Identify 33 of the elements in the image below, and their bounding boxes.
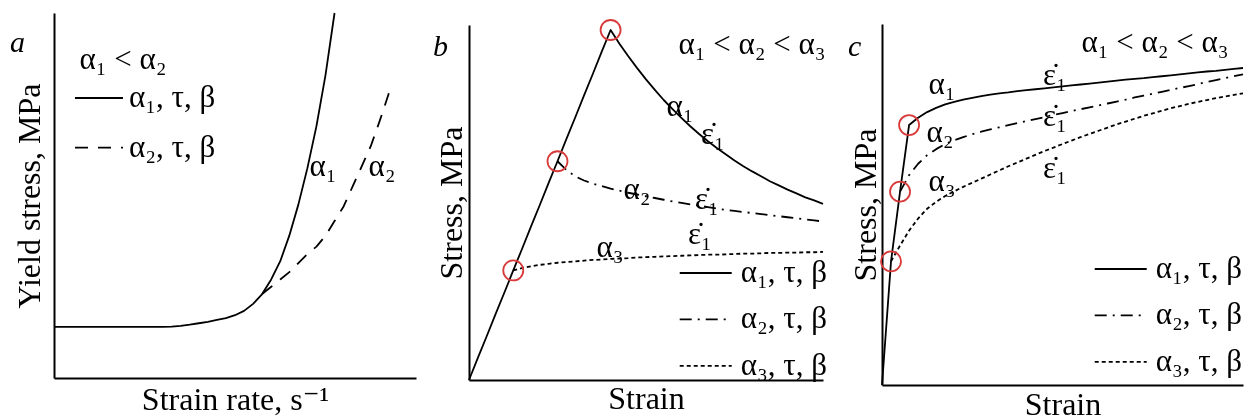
chart-title: a (10, 25, 25, 59)
legend-label: α₁, τ, β (1155, 250, 1242, 285)
x-axis-title: Strain (608, 379, 685, 416)
legend-label: α₂, τ, β (1155, 296, 1242, 332)
annotation: α₁ (309, 148, 337, 183)
legend-label: α₁, τ, β (129, 79, 216, 114)
annotation: ε̇₁ (1043, 98, 1067, 133)
annotation: ε̇₁ (1043, 150, 1067, 185)
annotation: α₃ (596, 229, 624, 264)
annotation: α₃ (928, 163, 956, 198)
annotation: α₁ (928, 66, 956, 101)
chart-title: c (848, 29, 862, 62)
annotation: ε̇₁ (688, 216, 712, 251)
annotation: α₂ (926, 114, 954, 149)
y-axis-title: Stress, MPa (432, 126, 469, 280)
annotation: α₂ (368, 148, 396, 183)
legend-label: α₃, τ, β (740, 346, 827, 382)
text: α₁ < α₂ < α₃ (1081, 24, 1229, 59)
legend-label: α₁, τ, β (740, 254, 827, 289)
legend-label: α₂, τ, β (129, 128, 216, 164)
chart-title: b (433, 29, 448, 63)
annotation: α₁ (666, 88, 694, 123)
annotation: α₁ < α₂ < α₃ (678, 26, 826, 61)
annotation: α₁ < α₂ (79, 41, 167, 76)
legend-label: α₂, τ, β (740, 300, 827, 336)
legend-label: α₃, τ, β (1155, 342, 1242, 378)
x-axis-title: Strain rate, s⁻¹ (141, 380, 330, 417)
x-axis-title: Strain (1024, 385, 1102, 419)
annotation: α₂ (623, 171, 651, 206)
annotation: ε̇₁ (1043, 57, 1067, 92)
y-axis-title: Yield stress, MPa (10, 83, 47, 309)
y-axis-title: Stress, MPa (846, 128, 883, 282)
annotation: ε̇₁ (695, 181, 719, 216)
